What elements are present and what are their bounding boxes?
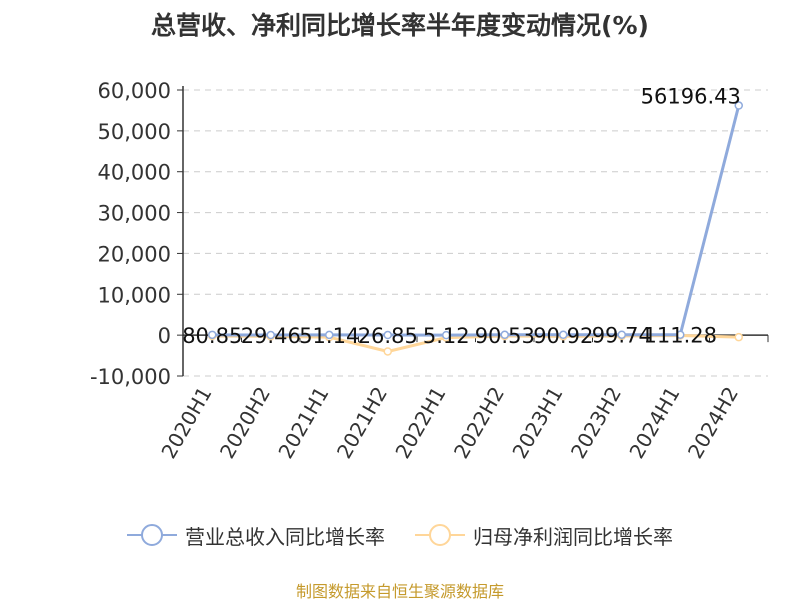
series-1-point	[734, 101, 743, 110]
legend-label-revenue: 营业总收入同比增长率	[185, 524, 385, 549]
y-tick-label: 10,000	[98, 283, 171, 307]
data-label: 5.12	[423, 324, 470, 348]
legend: 营业总收入同比增长率 归母净利润同比增长率	[0, 520, 800, 550]
chart-title: 总营收、净利同比增长率半年度变动情况(%)	[151, 11, 649, 40]
series-1-point	[325, 330, 334, 340]
y-tick-label: 30,000	[98, 202, 171, 226]
x-tick-label: 2020H2	[215, 383, 275, 463]
series-1-point	[208, 330, 217, 340]
legend-marker-net-profit	[415, 520, 465, 550]
x-tick-label: 2024H1	[624, 383, 684, 463]
series-lines	[208, 101, 743, 356]
series-1-point	[383, 330, 392, 340]
tick-labels: 60,000 50,000 40,000 30,000 20,000 10,000 0 -10…	[90, 79, 743, 463]
x-tick-label: 2021H1	[273, 383, 333, 463]
data-label: 90.92	[533, 324, 593, 348]
legend-item-revenue[interactable]: 营业总收入同比增长率	[127, 520, 385, 550]
series-1-point	[676, 330, 685, 339]
y-tick-label: 50,000	[98, 120, 171, 144]
series-1-point	[442, 330, 451, 340]
data-label: 80.85	[182, 324, 242, 348]
series-1-point	[266, 330, 275, 340]
y-tick-label: 60,000	[98, 79, 171, 103]
series-line-1	[212, 105, 741, 337]
data-label: 111.28	[644, 324, 717, 348]
series-1-point	[500, 330, 509, 340]
data-label: 99.74	[592, 324, 652, 348]
series-1-point	[559, 330, 568, 340]
legend-label-net-profit: 归母净利润同比增长率	[473, 524, 673, 549]
y-tick-label: -10,000	[90, 365, 171, 389]
data-label: 51.14	[299, 324, 359, 348]
y-tick-label: 20,000	[98, 242, 171, 266]
x-tick-label: 2022H1	[390, 383, 450, 463]
data-label: 90.53	[475, 324, 535, 348]
x-tick-label: 2023H2	[566, 383, 626, 463]
x-tick-label: 2021H2	[332, 383, 392, 463]
y-tick-label: 40,000	[98, 161, 171, 185]
x-tick-label: 2022H2	[449, 383, 509, 463]
data-label: 26.85	[358, 324, 418, 348]
legend-item-net-profit[interactable]: 归母净利润同比增长率	[415, 520, 673, 550]
data-label: 56196.43	[641, 85, 741, 109]
x-tick-label: 2024H2	[683, 383, 743, 463]
x-tick-label: 2023H1	[507, 383, 567, 463]
source-note: 制图数据来自恒生聚源数据库	[295, 582, 504, 601]
series-2-point	[383, 347, 392, 356]
y-tick-label: 0	[158, 324, 171, 348]
legend-marker-revenue	[127, 520, 177, 550]
series-1-point	[617, 330, 626, 339]
series-2-point	[734, 332, 743, 342]
data-label: 29.46	[241, 324, 301, 348]
x-tick-label: 2020H1	[156, 383, 216, 463]
